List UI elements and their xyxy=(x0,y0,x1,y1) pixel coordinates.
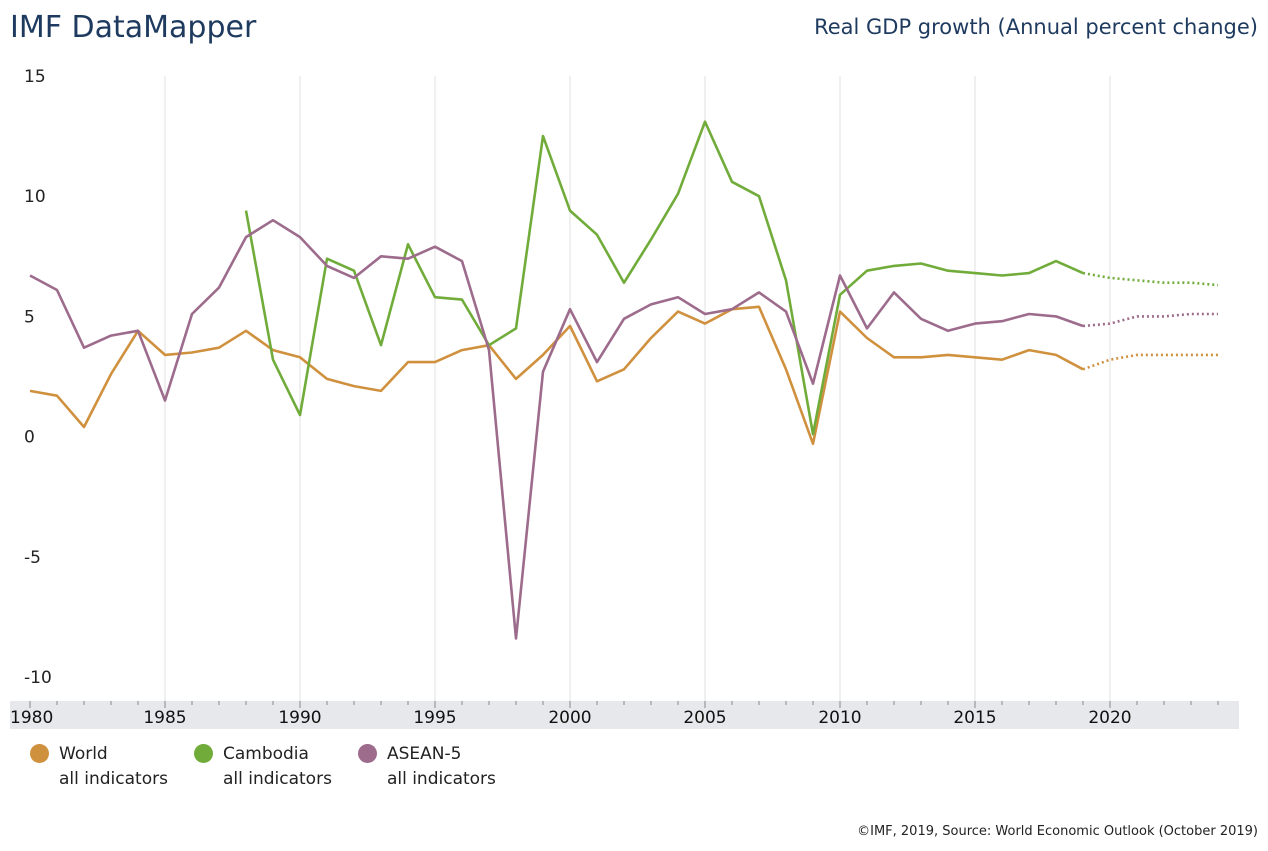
source-note: ©IMF, 2019, Source: World Economic Outlo… xyxy=(857,824,1258,839)
y-tick-label: -5 xyxy=(24,548,41,568)
legend: World all indicators Cambodia all indica… xyxy=(30,742,522,792)
y-tick-label: 5 xyxy=(24,307,35,327)
legend-label: Cambodia xyxy=(222,744,309,764)
x-tick-label: 1985 xyxy=(143,708,186,728)
x-tick-label: 1995 xyxy=(413,708,456,728)
series-lines xyxy=(29,120,1219,640)
x-tick-label: 2010 xyxy=(818,708,861,728)
x-tick-label: 2015 xyxy=(953,708,996,728)
x-tick-label: 1990 xyxy=(278,708,321,728)
line-chart: 15 10 5 0 -5 -10 1980 1985 1990 1995 2000 2005 2010… xyxy=(10,67,1239,729)
legend-item-world[interactable]: World all indicators xyxy=(30,742,168,792)
x-axis: 1980 1985 1990 1995 2000 2005 2010 2015 2020 xyxy=(10,701,1219,728)
series-line-projection[interactable] xyxy=(1082,353,1218,371)
legend-sublabel[interactable]: all indicators xyxy=(386,769,496,789)
series-line-historical[interactable] xyxy=(244,120,1084,436)
legend-label: ASEAN-5 xyxy=(386,744,462,764)
app-title: IMF DataMapper xyxy=(10,10,257,45)
gridlines xyxy=(164,76,1111,701)
asean-5-color-dot-icon xyxy=(357,744,377,763)
y-tick-label: 0 xyxy=(24,428,35,448)
x-tick-label: 2020 xyxy=(1088,708,1131,728)
chart-title: Real GDP growth (Annual percent change) xyxy=(814,15,1258,39)
y-tick-label: 15 xyxy=(24,67,46,87)
legend-sublabel[interactable]: all indicators xyxy=(59,769,168,789)
legend-sublabel[interactable]: all indicators xyxy=(222,769,332,789)
legend-item-asean-5[interactable]: ASEAN-5 all indicators xyxy=(357,742,496,792)
series-line-projection[interactable] xyxy=(1082,271,1219,287)
y-tick-label: 10 xyxy=(24,187,46,207)
series-world[interactable] xyxy=(29,305,1218,446)
world-color-dot-icon xyxy=(30,744,49,763)
y-axis: 15 10 5 0 -5 -10 xyxy=(24,67,52,688)
x-tick-label: 1980 xyxy=(10,708,53,728)
x-tick-label: 2005 xyxy=(683,708,726,728)
x-axis-band xyxy=(10,701,1239,729)
legend-label: World xyxy=(59,744,108,764)
series-cambodia[interactable] xyxy=(244,120,1219,436)
cambodia-color-dot-icon xyxy=(193,744,213,763)
y-tick-label: -10 xyxy=(24,668,52,688)
series-asean-5[interactable] xyxy=(29,218,1218,640)
x-tick-label: 2000 xyxy=(548,708,591,728)
legend-item-cambodia[interactable]: Cambodia all indicators xyxy=(193,742,332,792)
series-line-projection[interactable] xyxy=(1082,312,1218,328)
series-line-historical[interactable] xyxy=(29,218,1084,640)
